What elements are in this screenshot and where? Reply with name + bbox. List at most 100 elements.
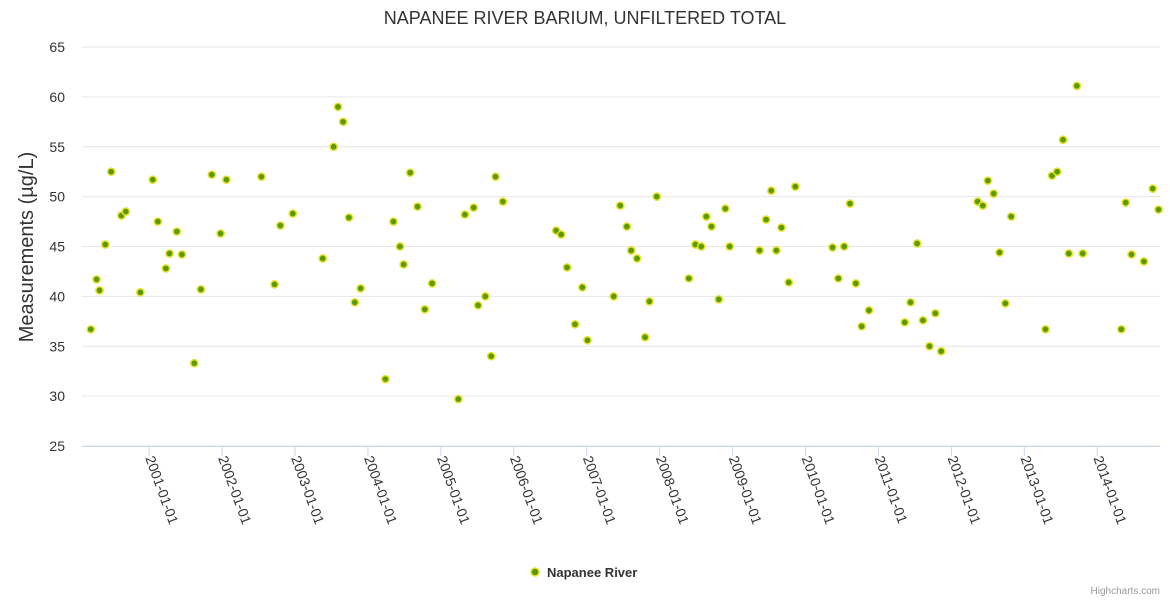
data-point[interactable] [834,274,843,283]
data-point[interactable] [486,351,496,361]
data-point[interactable] [207,170,217,180]
data-point[interactable] [828,243,837,252]
data-point[interactable] [454,394,463,404]
data-point[interactable] [469,203,479,212]
data-point[interactable] [615,201,625,210]
data-point[interactable] [189,358,199,368]
data-point[interactable] [652,192,662,201]
data-point[interactable] [931,308,940,318]
credits-link[interactable]: Highcharts.com [1091,586,1160,597]
data-point[interactable] [1127,250,1136,259]
data-point[interactable] [148,175,158,185]
data-point[interactable] [135,288,145,297]
data-point[interactable] [413,202,422,211]
data-point[interactable] [1121,198,1131,207]
data-point[interactable] [498,197,508,206]
data-point[interactable] [333,102,343,112]
legend[interactable]: Napanee River [530,565,637,580]
data-point[interactable] [978,201,988,210]
data-point[interactable] [344,213,354,222]
data-point[interactable] [845,199,855,208]
data-point[interactable] [216,229,225,238]
data-point[interactable] [473,301,483,310]
data-point[interactable] [196,285,206,294]
data-point[interactable] [177,250,187,259]
data-point[interactable] [405,168,415,178]
data-point[interactable] [912,239,922,248]
data-point[interactable] [989,189,999,198]
data-point[interactable] [1041,324,1050,334]
data-point[interactable] [777,223,786,232]
data-point[interactable] [684,274,694,283]
data-point[interactable] [645,297,654,306]
data-point[interactable] [1052,167,1062,177]
data-point[interactable] [460,210,470,219]
data-point[interactable] [1116,324,1126,334]
data-point[interactable] [577,283,587,292]
data-point[interactable] [1006,212,1016,221]
data-point[interactable] [106,167,116,177]
data-point[interactable] [720,204,730,213]
data-point[interactable] [900,317,910,327]
data-point[interactable] [276,221,285,230]
data-point[interactable] [1064,249,1074,258]
data-point[interactable] [640,332,650,342]
data-point[interactable] [1139,257,1149,266]
data-point[interactable] [1154,205,1163,214]
data-point[interactable] [288,209,298,218]
data-point[interactable] [86,324,96,334]
data-point[interactable] [381,374,390,384]
data-point[interactable] [1078,249,1088,258]
data-point[interactable] [696,242,706,251]
data-point[interactable] [1148,184,1158,193]
data-point[interactable] [701,212,711,221]
data-point[interactable] [100,240,110,249]
data-point[interactable] [165,249,174,258]
data-point[interactable] [766,186,776,195]
data-point[interactable] [725,242,735,251]
data-point[interactable] [1058,135,1068,145]
data-point[interactable] [350,298,360,307]
data-point[interactable] [622,222,632,231]
data-point[interactable] [338,117,348,127]
data-point[interactable] [851,279,861,288]
data-point[interactable] [936,346,946,356]
data-point[interactable] [790,182,800,191]
data-point[interactable] [626,246,636,255]
data-point[interactable] [562,263,572,272]
data-point[interactable] [772,246,781,255]
data-point[interactable] [1001,299,1010,308]
data-point[interactable] [257,172,266,182]
data-point[interactable] [784,278,794,287]
data-point[interactable] [609,292,619,301]
data-point[interactable] [857,321,867,331]
data-point[interactable] [480,292,490,301]
data-point[interactable] [356,284,365,293]
data-point[interactable] [755,246,764,255]
data-point[interactable] [707,222,716,231]
legend-marker[interactable] [530,567,540,577]
data-point[interactable] [556,230,566,239]
data-point[interactable] [918,315,928,325]
data-point[interactable] [420,304,430,314]
data-point[interactable] [161,264,171,273]
data-point[interactable] [864,305,874,315]
data-point[interactable] [222,175,231,185]
data-point[interactable] [395,242,405,251]
data-point[interactable] [491,172,500,182]
data-point[interactable] [839,242,849,251]
data-point[interactable] [983,176,993,186]
data-point[interactable] [399,260,408,269]
data-point[interactable] [318,254,328,263]
data-point[interactable] [270,280,279,289]
data-point[interactable] [925,341,934,351]
data-point[interactable] [995,248,1004,257]
data-point[interactable] [427,279,437,288]
data-point[interactable] [329,142,338,152]
data-point[interactable] [761,215,771,224]
data-points[interactable] [86,81,1163,404]
data-point[interactable] [121,207,131,216]
data-point[interactable] [570,319,580,329]
legend-label[interactable]: Napanee River [547,565,637,580]
data-point[interactable] [153,217,163,226]
